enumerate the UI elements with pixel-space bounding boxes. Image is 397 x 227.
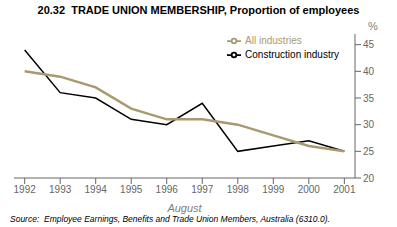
svg-text:20: 20	[363, 173, 375, 184]
svg-text:45: 45	[363, 39, 375, 50]
svg-text:1995: 1995	[120, 184, 143, 195]
svg-text:%: %	[368, 20, 378, 32]
svg-text:1992: 1992	[14, 184, 37, 195]
svg-text:35: 35	[363, 93, 375, 104]
svg-text:1993: 1993	[49, 184, 72, 195]
html-text:All industries: All industries	[245, 34, 302, 46]
svg-text:30: 30	[363, 119, 375, 130]
svg-text:1998: 1998	[227, 184, 250, 195]
svg-text:1996: 1996	[156, 184, 179, 195]
svg-text:1999: 1999	[262, 184, 285, 195]
svg-text:August: August	[166, 202, 202, 214]
svg-text:1997: 1997	[191, 184, 214, 195]
svg-text:40: 40	[363, 66, 375, 77]
html-text:Construction industry: Construction industry	[245, 48, 339, 60]
svg-text:2000: 2000	[298, 184, 321, 195]
html-text:Source: Employee Earnings, Ben: Source: Employee Earnings, Benefits and …	[10, 214, 330, 224]
html-text:20.32 TRADE UNION MEMBERSHIP,: 20.32 TRADE UNION MEMBERSHIP, Proportion…	[37, 4, 360, 16]
svg-text:2001: 2001	[333, 184, 356, 195]
svg-text:25: 25	[363, 146, 375, 157]
svg-text:1994: 1994	[85, 184, 108, 195]
